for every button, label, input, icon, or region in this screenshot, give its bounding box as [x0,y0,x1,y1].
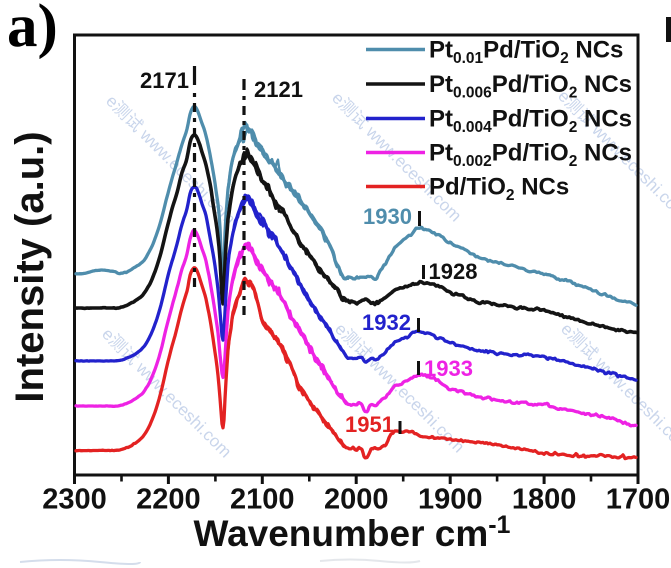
svg-text:2200: 2200 [136,484,201,516]
svg-text:2300: 2300 [42,484,107,516]
svg-text:1900: 1900 [418,484,483,516]
svg-text:2000: 2000 [324,484,389,516]
svg-text:Pt0.002Pd/TiO2 NCs: Pt0.002Pd/TiO2 NCs [429,140,632,171]
svg-text:Wavenumber cm-1: Wavenumber cm-1 [194,511,511,554]
svg-text:2121: 2121 [254,77,303,102]
svg-text:a): a) [7,0,58,60]
svg-text:Pt0.01Pd/TiO2 NCs: Pt0.01Pd/TiO2 NCs [429,37,623,68]
svg-text:1933: 1933 [424,356,473,381]
svg-text:1928: 1928 [429,259,478,284]
svg-text:1700: 1700 [606,484,671,516]
svg-text:1951: 1951 [345,412,394,437]
svg-text:2171: 2171 [140,68,189,93]
svg-text:Intensity (a.u.): Intensity (a.u.) [8,131,52,402]
svg-text:1930: 1930 [363,204,412,229]
svg-text:Pd/TiO2 NCs: Pd/TiO2 NCs [429,174,569,205]
svg-text:1800: 1800 [512,484,577,516]
svg-text:2100: 2100 [230,484,295,516]
svg-text:1932: 1932 [362,310,411,335]
